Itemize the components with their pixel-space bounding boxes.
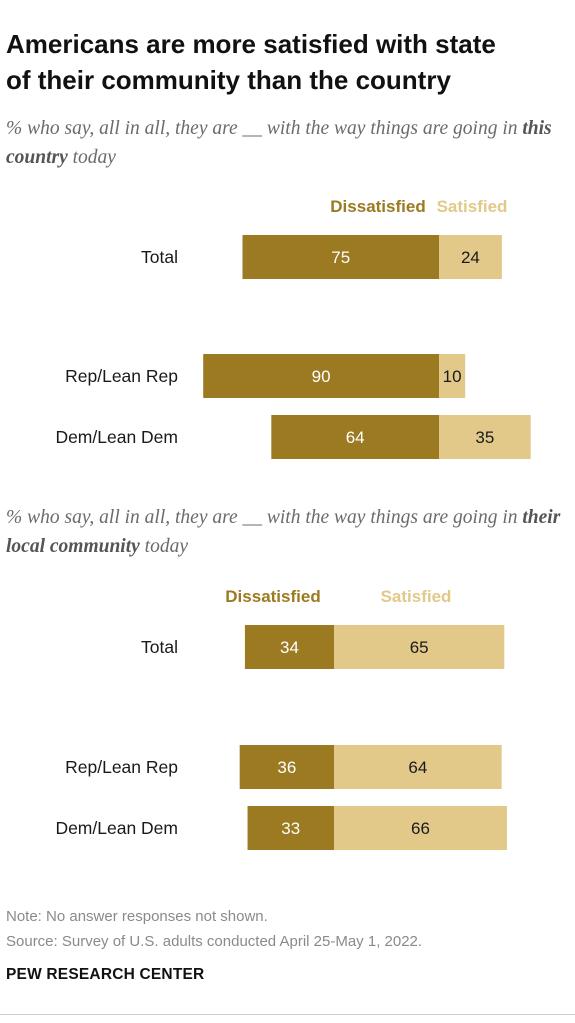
- subtitle-country-emphasis: this country: [6, 118, 552, 168]
- legend-satisfied-1: Satisfied: [381, 587, 452, 606]
- value-label-dissatisfied: 64: [346, 428, 365, 447]
- category-label: Dem/Lean Dem: [55, 427, 178, 447]
- bar-dissatisfied: [203, 354, 439, 398]
- legend-dissatisfied-0: Dissatisfied: [330, 197, 425, 216]
- subtitle-community-post: today: [139, 536, 188, 557]
- subtitle-country-pre: % who say, all in all, they are __ with …: [6, 118, 523, 139]
- value-label-satisfied: 65: [410, 638, 429, 657]
- value-label-dissatisfied: 34: [280, 638, 299, 657]
- bar-dissatisfied: [244, 625, 334, 669]
- bar-dissatisfied: [247, 806, 334, 850]
- category-label: Dem/Lean Dem: [55, 818, 178, 838]
- value-label-dissatisfied: 75: [331, 248, 350, 267]
- title-line-2: of their community than the country: [6, 65, 451, 95]
- bar-satisfied: [334, 806, 507, 850]
- category-label: Total: [141, 247, 178, 267]
- bar-dissatisfied: [242, 235, 439, 279]
- value-label-dissatisfied: 33: [281, 819, 300, 838]
- bar-satisfied: [439, 354, 466, 398]
- bar-charts: Dissatisfied Satisfied Total 75 24 Rep/Lean R…: [55, 197, 531, 850]
- subtitle-community-pre: % who say, all in all, they are __ with …: [6, 507, 523, 528]
- subtitle-community-emphasis: their local community: [6, 507, 561, 557]
- bar-satisfied: [439, 415, 531, 459]
- value-label-satisfied: 24: [461, 248, 480, 267]
- value-label-satisfied: 10: [443, 367, 462, 386]
- subtitle-country-post: today: [67, 147, 116, 168]
- title-line-1: Americans are more satisfied with state: [6, 29, 496, 59]
- bar-satisfied: [439, 235, 502, 279]
- category-label: Total: [141, 637, 178, 657]
- bar-satisfied: [334, 745, 502, 789]
- bar-dissatisfied: [239, 745, 334, 789]
- value-label-dissatisfied: 36: [277, 758, 296, 777]
- value-label-satisfied: 35: [475, 428, 494, 447]
- value-label-dissatisfied: 90: [312, 367, 331, 386]
- value-label-satisfied: 64: [408, 758, 427, 777]
- bar-satisfied: [334, 625, 505, 669]
- legend-satisfied-0: Satisfied: [437, 197, 508, 216]
- category-label: Rep/Lean Rep: [65, 757, 178, 777]
- note-text: Note: No answer responses not shown.: [6, 908, 268, 925]
- subtitle-community: % who say, all in all, they are __ with …: [6, 503, 571, 561]
- category-label: Rep/Lean Rep: [65, 366, 178, 386]
- source-text: Source: Survey of U.S. adults conducted …: [6, 933, 423, 950]
- bar-dissatisfied: [271, 415, 439, 459]
- value-label-satisfied: 66: [411, 819, 430, 838]
- bottom-divider: [0, 1014, 575, 1015]
- chart-title: Americans are more satisfied with state o…: [6, 26, 571, 98]
- subtitle-country: % who say, all in all, they are __ with …: [6, 114, 571, 172]
- legend-dissatisfied-1: Dissatisfied: [225, 587, 320, 606]
- brand-name: PEW RESEARCH CENTER: [6, 966, 205, 983]
